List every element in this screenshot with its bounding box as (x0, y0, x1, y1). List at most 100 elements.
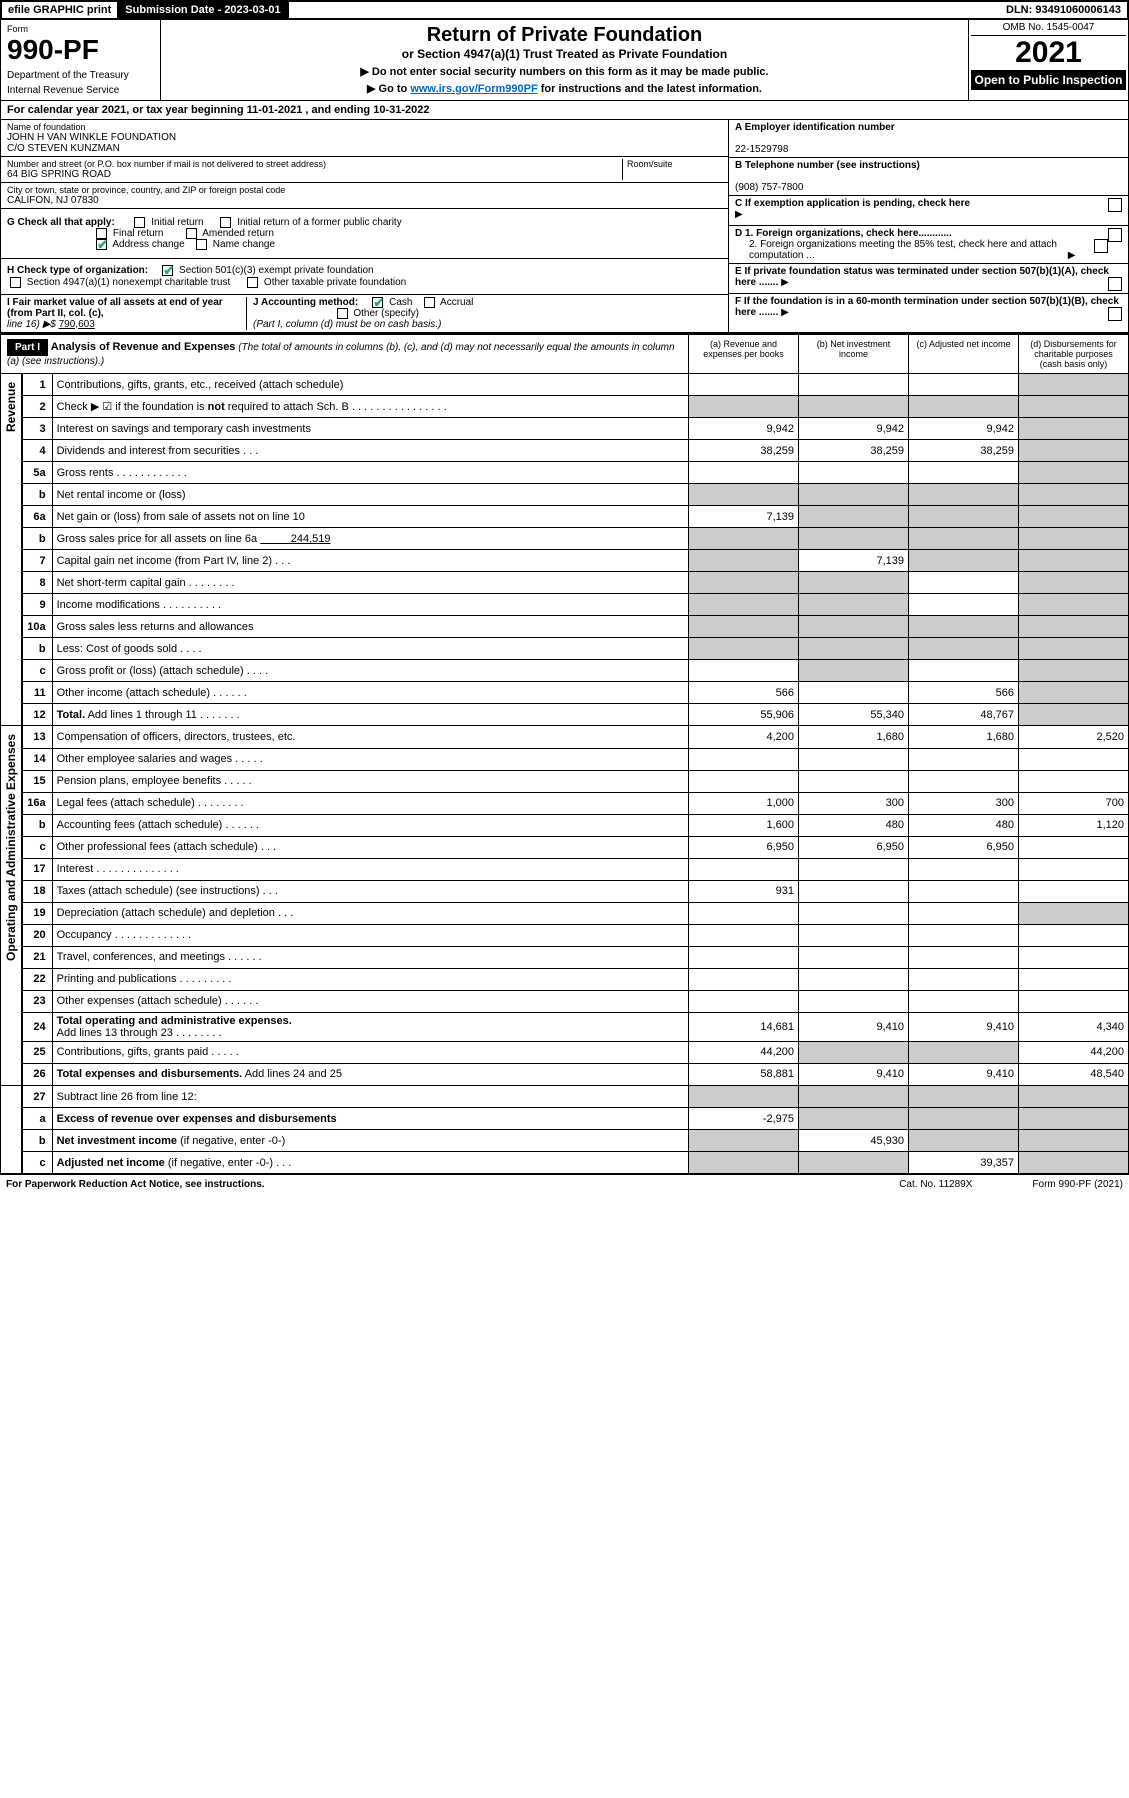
col-b-value: 6,950 (799, 836, 909, 858)
col-d-value (1019, 968, 1129, 990)
cb-amended[interactable] (186, 228, 197, 239)
cb-terminated[interactable] (1108, 277, 1122, 291)
cb-4947[interactable] (10, 277, 21, 288)
col-c-value (909, 660, 1019, 682)
form-label: Form (7, 24, 154, 34)
cb-name-change[interactable] (196, 239, 207, 250)
tel-value: (908) 757-7800 (735, 182, 803, 193)
col-a-value (689, 858, 799, 880)
line-description: Gross rents . . . . . . . . . . . . (52, 462, 688, 484)
j-other: Other (specify) (353, 308, 419, 319)
line-description: Net rental income or (loss) (52, 484, 688, 506)
table-row: bNet rental income or (loss) (22, 484, 1128, 506)
table-row: 1Contributions, gifts, grants, etc., rec… (22, 374, 1128, 396)
note2-post: for instructions and the latest informat… (538, 83, 762, 95)
col-d-value (1019, 1086, 1129, 1108)
revenue-label-text: Revenue (4, 374, 18, 440)
cb-foreign-org[interactable] (1108, 228, 1122, 242)
col-a-value: 1,000 (689, 792, 799, 814)
col-a-value (689, 660, 799, 682)
col-c-value (909, 374, 1019, 396)
table-row: 4Dividends and interest from securities … (22, 440, 1128, 462)
line-description: Pension plans, employee benefits . . . .… (52, 770, 688, 792)
table-row: 10aGross sales less returns and allowanc… (22, 616, 1128, 638)
col-d-value (1019, 1130, 1129, 1152)
col-c-value (909, 1041, 1019, 1063)
col-c-value: 300 (909, 792, 1019, 814)
col-c-value: 480 (909, 814, 1019, 836)
cb-other-taxable[interactable] (247, 277, 258, 288)
irs-link[interactable]: www.irs.gov/Form990PF (410, 83, 537, 95)
col-a-value (689, 968, 799, 990)
cb-60month[interactable] (1108, 307, 1122, 321)
table-row: 19Depreciation (attach schedule) and dep… (22, 902, 1128, 924)
d-foreign-cell: D 1. Foreign organizations, check here..… (729, 226, 1128, 264)
g-check-row: G Check all that apply: Initial return I… (1, 209, 728, 259)
col-c-value: 566 (909, 682, 1019, 704)
col-c-value: 6,950 (909, 836, 1019, 858)
line-number: 4 (22, 440, 52, 462)
dln: DLN: 93491060006143 (1000, 2, 1127, 18)
expenses-label-text: Operating and Administrative Expenses (4, 726, 18, 969)
col-b-value (799, 638, 909, 660)
cb-exemption-pending[interactable] (1108, 198, 1122, 212)
revenue-section: Revenue 1Contributions, gifts, grants, e… (0, 374, 1129, 727)
cb-501c3[interactable] (162, 265, 173, 276)
line-description: Gross sales price for all assets on line… (52, 528, 688, 550)
line-number: b (22, 1130, 52, 1152)
i-label: I Fair market value of all assets at end… (7, 297, 223, 319)
table-row: cGross profit or (loss) (attach schedule… (22, 660, 1128, 682)
line-description: Total expenses and disbursements. Add li… (52, 1063, 688, 1085)
footer-formref: Form 990-PF (2021) (1032, 1179, 1123, 1190)
cb-other-method[interactable] (337, 308, 348, 319)
col-d-value (1019, 946, 1129, 968)
col-a-value: 55,906 (689, 704, 799, 726)
col-a-value (689, 616, 799, 638)
col-d-value (1019, 880, 1129, 902)
note-link: ▶ Go to www.irs.gov/Form990PF for instru… (171, 82, 958, 95)
col-b-head: (b) Net investment income (798, 335, 908, 373)
cb-address-change[interactable] (96, 239, 107, 250)
cb-85pct[interactable] (1094, 239, 1108, 253)
col-b-value: 9,942 (799, 418, 909, 440)
col-d-value: 1,120 (1019, 814, 1129, 836)
cb-accrual[interactable] (424, 297, 435, 308)
line-description: Other professional fees (attach schedule… (52, 836, 688, 858)
line-number: 6a (22, 506, 52, 528)
g-final: Final return (113, 228, 164, 239)
identity-block: Name of foundation JOHN H VAN WINKLE FOU… (0, 120, 1129, 333)
line-description: Gross sales less returns and allowances (52, 616, 688, 638)
col-b-value: 45,930 (799, 1130, 909, 1152)
cb-initial-return[interactable] (134, 217, 145, 228)
col-a-value (689, 396, 799, 418)
col-b-value: 38,259 (799, 440, 909, 462)
cb-initial-former[interactable] (220, 217, 231, 228)
col-a-value (689, 638, 799, 660)
col-c-value: 38,259 (909, 440, 1019, 462)
col-d-value (1019, 484, 1129, 506)
col-c-value: 1,680 (909, 726, 1019, 748)
col-a-value: 58,881 (689, 1063, 799, 1085)
part1-tag: Part I (7, 339, 48, 356)
col-c-value (909, 748, 1019, 770)
col-c-value (909, 1086, 1019, 1108)
line-number: 10a (22, 616, 52, 638)
col-c-value (909, 550, 1019, 572)
table-row: 12Total. Add lines 1 through 11 . . . . … (22, 704, 1128, 726)
col-c-value (909, 396, 1019, 418)
form-subtitle: or Section 4947(a)(1) Trust Treated as P… (171, 47, 958, 61)
col-d-head: (d) Disbursements for charitable purpose… (1018, 335, 1128, 373)
line-number: 26 (22, 1063, 52, 1085)
table-row: 21Travel, conferences, and meetings . . … (22, 946, 1128, 968)
table-row: 20Occupancy . . . . . . . . . . . . . (22, 924, 1128, 946)
table-row: 18Taxes (attach schedule) (see instructi… (22, 880, 1128, 902)
cb-cash[interactable] (372, 297, 383, 308)
line-number: 13 (22, 726, 52, 748)
line-description: Contributions, gifts, grants paid . . . … (52, 1041, 688, 1063)
table-row: 24Total operating and administrative exp… (22, 1012, 1128, 1041)
line-number: 19 (22, 902, 52, 924)
col-c-value (909, 946, 1019, 968)
header-center: Return of Private Foundation or Section … (161, 20, 968, 100)
table-row: 22Printing and publications . . . . . . … (22, 968, 1128, 990)
city-label: City or town, state or province, country… (7, 185, 722, 195)
